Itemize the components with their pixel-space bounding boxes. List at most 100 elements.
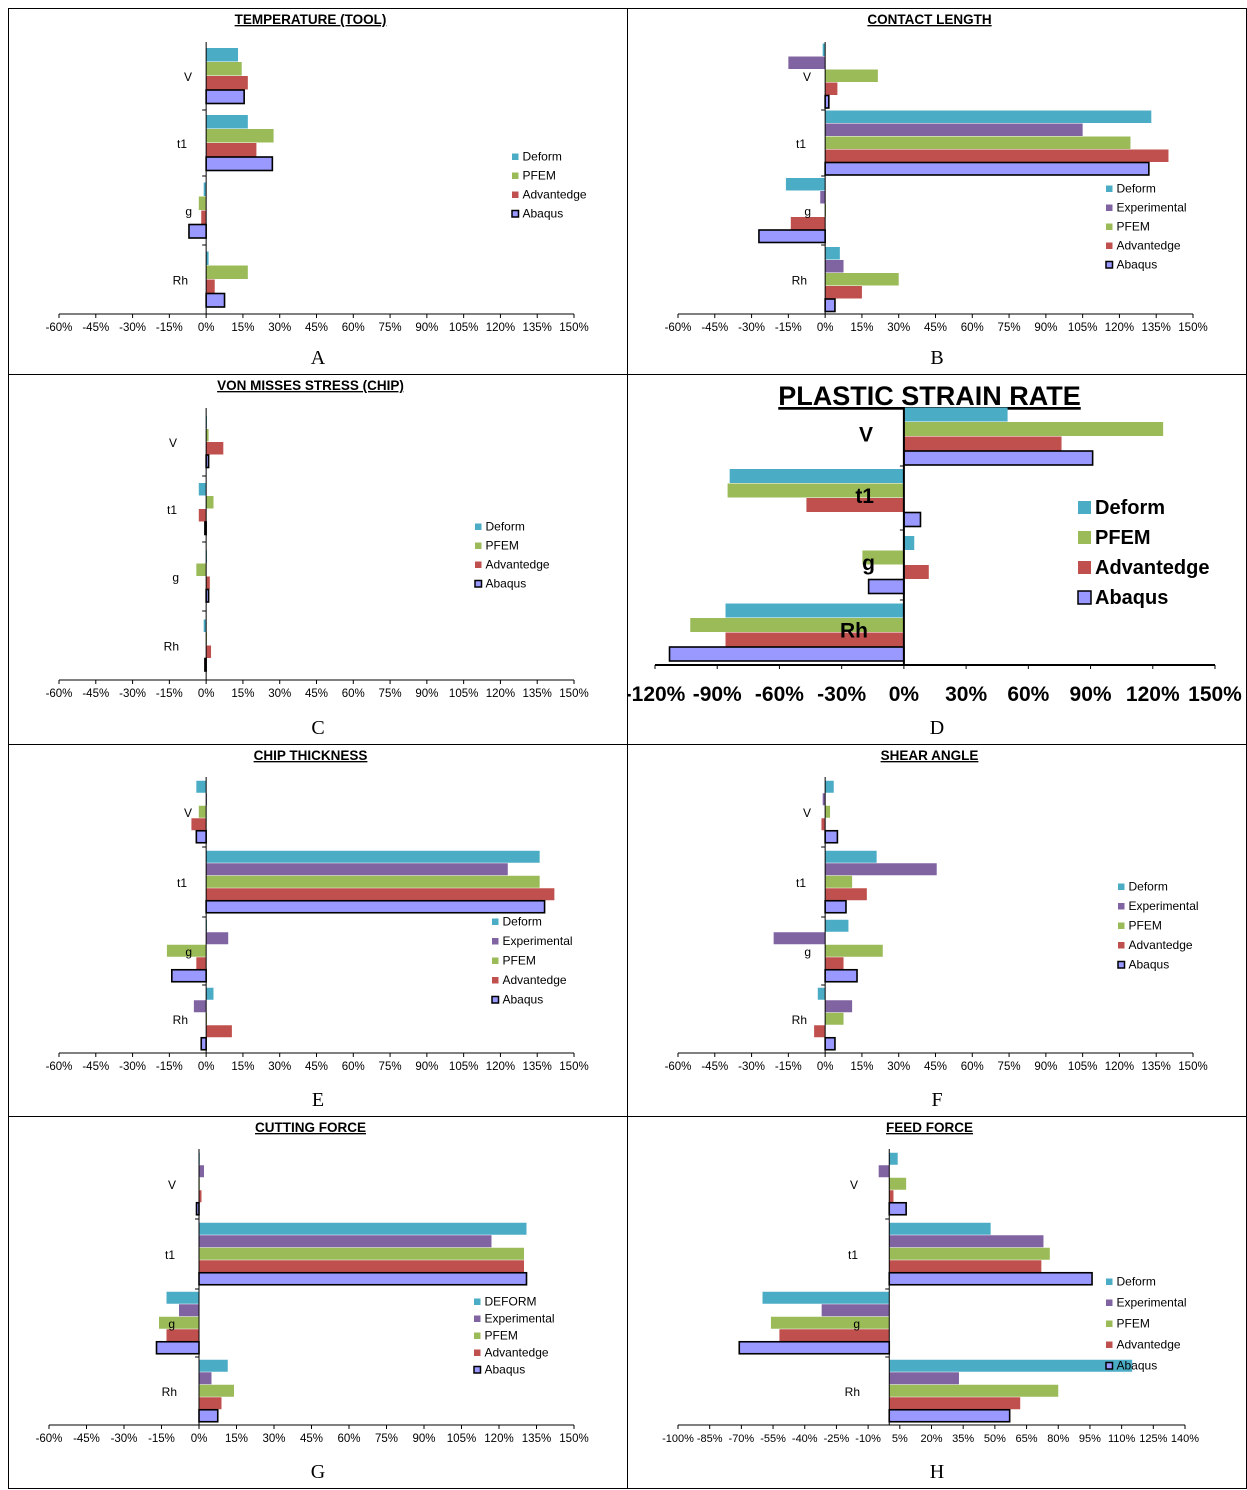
- bar-experimental-g: [821, 1304, 890, 1317]
- bar-pfem-v: [206, 62, 242, 76]
- value-tick-label: 45%: [305, 1061, 328, 1073]
- category-label-g: g: [804, 205, 811, 219]
- bar-deform-v: [903, 407, 1008, 422]
- legend-swatch-pfem: [1106, 1320, 1113, 1327]
- value-tick-label: 75%: [375, 1433, 398, 1445]
- value-tick-label: 30%: [268, 688, 291, 700]
- legend-swatch-pfem: [1118, 922, 1125, 929]
- bar-advantedge-v: [821, 818, 826, 831]
- bar-advantedge-g: [206, 576, 210, 589]
- bar-advantedge-t1: [206, 143, 257, 157]
- bar-advantedge-t1: [825, 149, 1169, 162]
- category-label-rh: Rh: [840, 620, 868, 643]
- bar-abaqus-g: [171, 968, 207, 983]
- value-tick-label: 105%: [449, 1061, 478, 1073]
- bar-pfem-g: [770, 1316, 890, 1329]
- value-tick-label: 140%: [1171, 1433, 1199, 1445]
- value-tick-label: 75%: [379, 1061, 402, 1073]
- value-tick-label: 135%: [1142, 322, 1171, 334]
- value-tick-label: -60%: [46, 1061, 73, 1073]
- category-label-t1: t1: [848, 1248, 858, 1262]
- panel-letter: E: [311, 1089, 325, 1111]
- value-tick-label: 60%: [1007, 683, 1049, 706]
- value-tick-label: 30%: [945, 683, 987, 706]
- bar-abaqus-g: [758, 229, 826, 244]
- bar-abaqus-g: [155, 1340, 200, 1355]
- legend-swatch-experimental: [1106, 204, 1113, 211]
- value-tick-label: -30%: [119, 322, 146, 334]
- legend-swatch-experimental: [1118, 903, 1125, 910]
- legend-label-experimental: Experimental: [1117, 201, 1187, 215]
- bar-pfem-v: [903, 422, 1164, 436]
- legend-label-deform: Deform: [1095, 497, 1165, 519]
- category-label-t1: t1: [165, 1248, 175, 1262]
- value-tick-label: 30%: [268, 1061, 291, 1073]
- value-tick-label: 15%: [850, 1061, 873, 1073]
- bar-abaqus-rh: [205, 292, 226, 308]
- chart-svg: PLASTIC STRAIN RATE Vt1 g Rh -120% -90% -60% -3…: [628, 381, 1242, 706]
- bar-deform-v: [196, 780, 207, 793]
- panel-letter: B: [930, 347, 944, 369]
- legend-swatch-deform: [1106, 1278, 1113, 1285]
- value-tick-label: -15%: [775, 1061, 802, 1073]
- value-tick-label: 15%: [231, 322, 254, 334]
- value-tick-label: 0%: [817, 1061, 834, 1073]
- value-tick-label: 0%: [198, 688, 215, 700]
- category-label-t1: t1: [796, 137, 806, 151]
- value-tick-label: 105%: [1068, 322, 1097, 334]
- value-tick-label: 125%: [1139, 1433, 1167, 1445]
- bar-abaqus-v: [824, 829, 839, 844]
- value-tick-label: 75%: [998, 1061, 1021, 1073]
- category-label-v: V: [859, 424, 873, 447]
- legend-label-deform: Deform: [523, 150, 562, 164]
- category-label-t1: t1: [177, 137, 187, 151]
- bar-advantedge-rh: [206, 1025, 232, 1038]
- bar-deform-g: [166, 1291, 199, 1304]
- category-label-rh: Rh: [173, 1013, 188, 1027]
- chart-svg: FEED FORCE Vt1 g Rh -100% -85% -70% -55% -40% -25…: [662, 1120, 1199, 1445]
- bar-pfem-g: [159, 1316, 199, 1329]
- bar-deform-t1: [825, 110, 1152, 123]
- bar-pfem-t1: [206, 129, 274, 143]
- bar-deform-g: [825, 919, 849, 932]
- category-label-g: g: [172, 571, 179, 585]
- bar-deform-v: [206, 48, 239, 62]
- legend-swatch-deform: [474, 1298, 481, 1305]
- bar-advantedge-v: [206, 76, 248, 90]
- bar-abaqus-t1: [205, 156, 274, 172]
- value-tick-label: -60%: [755, 683, 804, 706]
- bar-deform-t1: [199, 1222, 527, 1235]
- legend-label-pfem: PFEM: [485, 1329, 518, 1343]
- legend-label-deform: Deform: [1117, 1275, 1156, 1289]
- legend-swatch-abaqus: [491, 995, 500, 1004]
- panel-letter: G: [310, 1461, 326, 1483]
- legend-swatch-pfem: [512, 172, 519, 179]
- bar-advantedge-g: [903, 565, 929, 579]
- bar-abaqus-v: [903, 450, 1094, 466]
- legend-label-pfem: PFEM: [1095, 527, 1151, 549]
- value-tick-label: -70%: [729, 1433, 755, 1445]
- value-tick-label: 120%: [1105, 1061, 1134, 1073]
- legend-swatch-advantedge: [1106, 1341, 1113, 1348]
- bar-deform-rh: [203, 619, 207, 632]
- panel-letter: F: [931, 1089, 943, 1111]
- category-label-g: g: [168, 1317, 175, 1331]
- chart-title: CUTTING FORCE: [255, 1120, 366, 1135]
- chart-svg: TEMPERATURE (TOOL) Vt1 g Rh -60% -45% -30% -15%…: [46, 12, 589, 334]
- value-tick-label: 150%: [1178, 322, 1207, 334]
- bar-abaqus-rh: [200, 1036, 207, 1051]
- value-tick-label: 135%: [522, 1433, 551, 1445]
- value-tick-label: 20%: [920, 1433, 942, 1445]
- bar-advantedge-t1: [198, 509, 207, 522]
- bar-advantedge-v: [206, 442, 224, 455]
- bar-pfem-rh: [199, 1384, 234, 1397]
- value-tick-label: -30%: [119, 1061, 146, 1073]
- legend-label-pfem: PFEM: [1117, 220, 1150, 234]
- bar-advantedge-t1: [206, 888, 555, 901]
- bar-pfem-g: [198, 196, 207, 210]
